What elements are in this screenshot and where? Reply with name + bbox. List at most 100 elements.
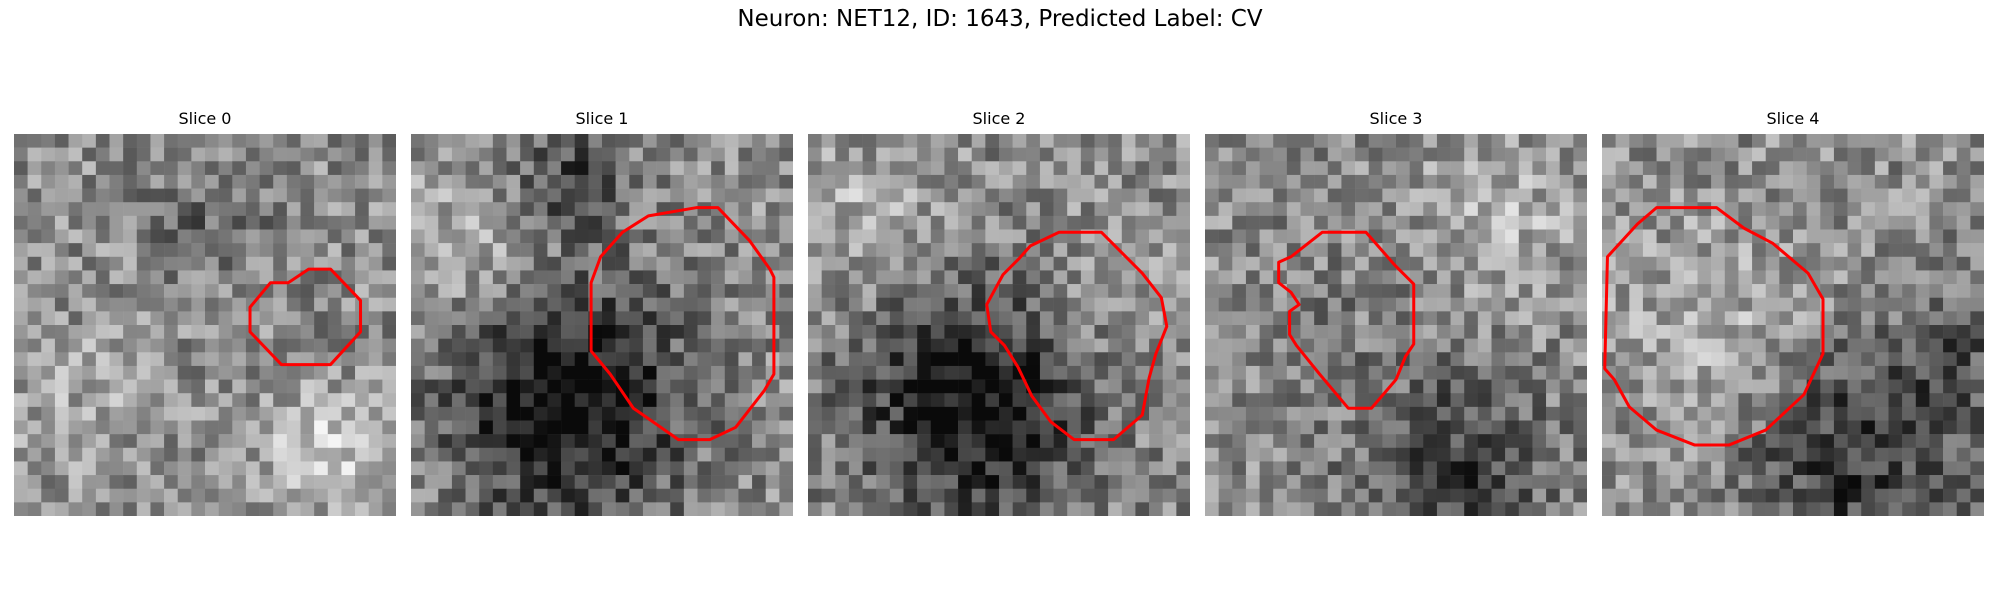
pixel bbox=[177, 325, 192, 339]
pixel bbox=[411, 297, 425, 312]
pixel bbox=[1436, 174, 1451, 189]
pixel bbox=[971, 147, 986, 162]
pixel bbox=[779, 202, 793, 217]
pixel bbox=[917, 188, 932, 203]
pixel bbox=[1656, 256, 1671, 271]
pixel bbox=[1259, 134, 1274, 148]
pixel bbox=[862, 475, 877, 489]
pixel bbox=[602, 215, 616, 230]
pixel bbox=[1286, 475, 1301, 489]
pixel bbox=[1629, 270, 1644, 285]
pixel bbox=[1368, 134, 1383, 148]
pixel bbox=[1094, 202, 1109, 217]
pixel bbox=[1232, 447, 1247, 462]
pixel bbox=[1888, 461, 1903, 476]
pixel bbox=[492, 215, 507, 230]
pixel bbox=[1053, 406, 1068, 421]
pixel bbox=[1232, 174, 1247, 189]
pixel bbox=[300, 174, 315, 189]
pixel bbox=[1697, 311, 1712, 326]
pixel bbox=[520, 365, 535, 380]
pixel bbox=[1888, 188, 1903, 203]
pixel bbox=[1382, 284, 1397, 298]
pixel bbox=[642, 270, 657, 285]
pixel bbox=[1396, 284, 1410, 298]
pixel bbox=[917, 202, 932, 217]
pixel bbox=[109, 434, 124, 449]
pixel bbox=[1450, 365, 1465, 380]
pixel bbox=[465, 406, 480, 421]
pixel bbox=[1327, 338, 1342, 353]
pixel bbox=[1793, 188, 1807, 203]
pixel bbox=[1806, 188, 1821, 203]
pixel bbox=[136, 475, 151, 489]
pixel bbox=[109, 161, 124, 176]
pixel bbox=[971, 393, 986, 408]
pixel bbox=[958, 202, 972, 217]
pixel bbox=[1409, 311, 1424, 326]
pixel bbox=[629, 270, 644, 285]
pixel bbox=[629, 188, 644, 203]
pixel bbox=[561, 134, 575, 148]
pixel bbox=[1039, 147, 1054, 162]
pixel bbox=[1149, 325, 1163, 339]
pixel bbox=[1409, 147, 1424, 162]
pixel bbox=[411, 325, 425, 339]
pixel bbox=[164, 147, 178, 162]
pixel bbox=[1943, 161, 1957, 176]
pixel bbox=[1793, 365, 1807, 380]
pixel bbox=[164, 461, 178, 476]
pixel bbox=[411, 311, 425, 326]
pixel bbox=[1423, 256, 1438, 271]
pixel bbox=[1615, 352, 1630, 367]
pixel bbox=[711, 256, 726, 271]
pixel bbox=[41, 202, 56, 217]
pixel bbox=[205, 420, 219, 435]
pixel bbox=[1012, 311, 1027, 326]
pixel bbox=[54, 229, 69, 244]
pixel bbox=[1464, 188, 1479, 203]
pixel bbox=[259, 284, 274, 298]
pixel bbox=[547, 174, 562, 189]
pixel bbox=[588, 447, 603, 462]
pixel bbox=[1436, 215, 1451, 230]
pixel bbox=[1121, 393, 1136, 408]
pixel bbox=[1888, 311, 1903, 326]
pixel bbox=[259, 502, 274, 516]
pixel bbox=[738, 270, 753, 285]
pixel bbox=[191, 229, 206, 244]
pixel bbox=[150, 325, 165, 339]
pixel bbox=[232, 297, 247, 312]
pixel bbox=[1149, 243, 1163, 258]
pixel bbox=[14, 447, 28, 462]
pixel bbox=[944, 297, 959, 312]
pixel bbox=[1039, 215, 1054, 230]
pixel bbox=[533, 406, 548, 421]
pixel bbox=[314, 229, 329, 244]
pixel bbox=[1793, 297, 1807, 312]
pixel bbox=[465, 338, 480, 353]
pixel bbox=[465, 393, 480, 408]
pixel bbox=[1847, 406, 1862, 421]
pixel bbox=[1847, 229, 1862, 244]
pixel bbox=[259, 406, 274, 421]
pixel bbox=[1053, 256, 1068, 271]
pixel bbox=[889, 434, 904, 449]
pixel bbox=[999, 215, 1013, 230]
pixel bbox=[286, 406, 301, 421]
pixel bbox=[903, 215, 918, 230]
pixel bbox=[547, 434, 562, 449]
pixel bbox=[341, 270, 356, 285]
pixel bbox=[1752, 256, 1766, 271]
pixel bbox=[411, 188, 425, 203]
pixel bbox=[642, 434, 657, 449]
pixel bbox=[752, 379, 766, 394]
pixel bbox=[1053, 447, 1068, 462]
pixel bbox=[1738, 311, 1753, 326]
pixel bbox=[1573, 202, 1587, 217]
pixel bbox=[1382, 134, 1397, 148]
pixel bbox=[1080, 311, 1095, 326]
pixel bbox=[1423, 229, 1438, 244]
pixel bbox=[1450, 352, 1465, 367]
pixel bbox=[1464, 270, 1479, 285]
